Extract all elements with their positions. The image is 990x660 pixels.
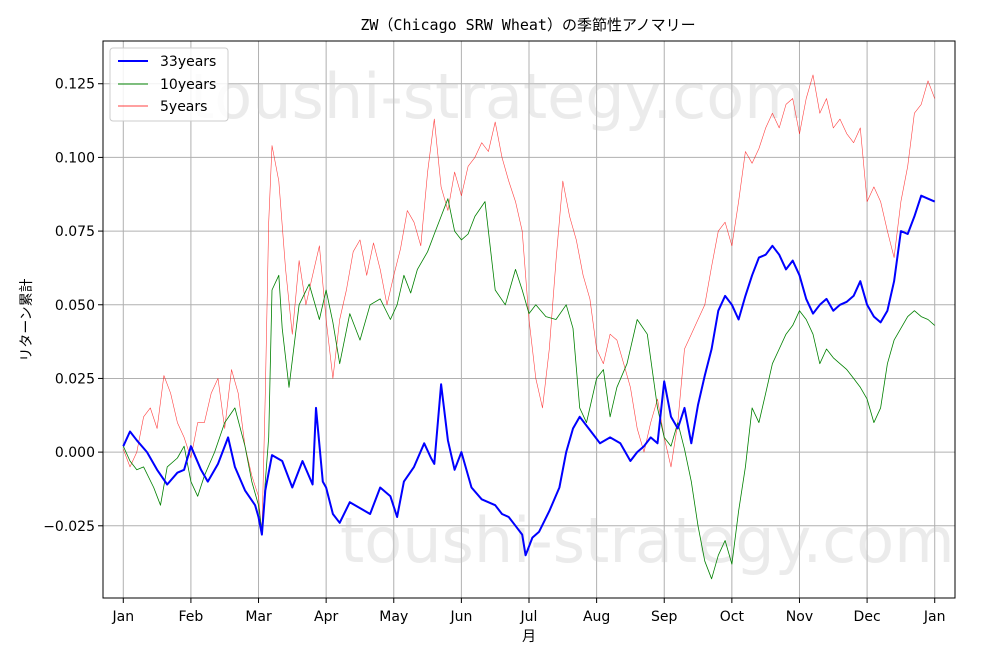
y-axis: 0.125 0.100 0.075 0.050 0.025 0.000 −0.025	[43, 77, 103, 535]
legend-box	[109, 47, 229, 122]
y-tick-label: 0.050	[55, 298, 95, 314]
x-tick-label: Dec	[854, 609, 881, 625]
x-tick-label: Nov	[786, 609, 813, 625]
x-tick-label: May	[379, 609, 408, 625]
watermark-bottom: toushi-strategy.com	[340, 504, 955, 577]
y-tick-label: −0.025	[43, 519, 95, 535]
legend: 33years 10years 5years	[109, 47, 229, 122]
grid	[103, 41, 955, 598]
x-tick-label: Apr	[314, 609, 338, 625]
y-tick-label: 0.000	[55, 445, 95, 461]
legend-label-33years: 33years	[160, 54, 216, 70]
y-axis-label: リターン累計	[19, 278, 35, 361]
x-tick-label: Aug	[583, 609, 610, 625]
x-tick-label: Oct	[720, 609, 745, 625]
plot-area: toushi-strategy.com toushi-strategy.com	[102, 40, 956, 599]
y-tick-label: 0.100	[55, 150, 95, 166]
y-tick-label: 0.025	[55, 371, 95, 387]
watermark-layer: toushi-strategy.com toushi-strategy.com	[190, 60, 955, 577]
legend-label-10years: 10years	[160, 77, 216, 93]
x-tick-label: Jun	[449, 609, 472, 625]
watermark-top: toushi-strategy.com	[190, 60, 805, 133]
x-tick-label: Jul	[520, 609, 538, 625]
x-tick-label: Mar	[245, 609, 272, 625]
series-line-33years	[122, 194, 936, 557]
x-tick-label: Feb	[179, 609, 204, 625]
chart-title: ZW（Chicago SRW Wheat）の季節性アノマリー	[360, 16, 695, 34]
series-layer	[122, 74, 936, 580]
x-axis: Jan Feb Mar Apr May Jun Jul Aug Sep Oct Nov Dec Jan	[111, 598, 946, 625]
y-tick-label: 0.075	[55, 224, 95, 240]
y-tick-label: 0.125	[55, 77, 95, 93]
legend-label-5years: 5years	[160, 99, 207, 115]
x-tick-label: Jan	[111, 609, 134, 625]
x-axis-label: 月	[522, 629, 536, 645]
series-line-5years	[123, 74, 935, 535]
x-tick-label: Jan	[923, 609, 946, 625]
x-tick-label: Sep	[651, 609, 678, 625]
